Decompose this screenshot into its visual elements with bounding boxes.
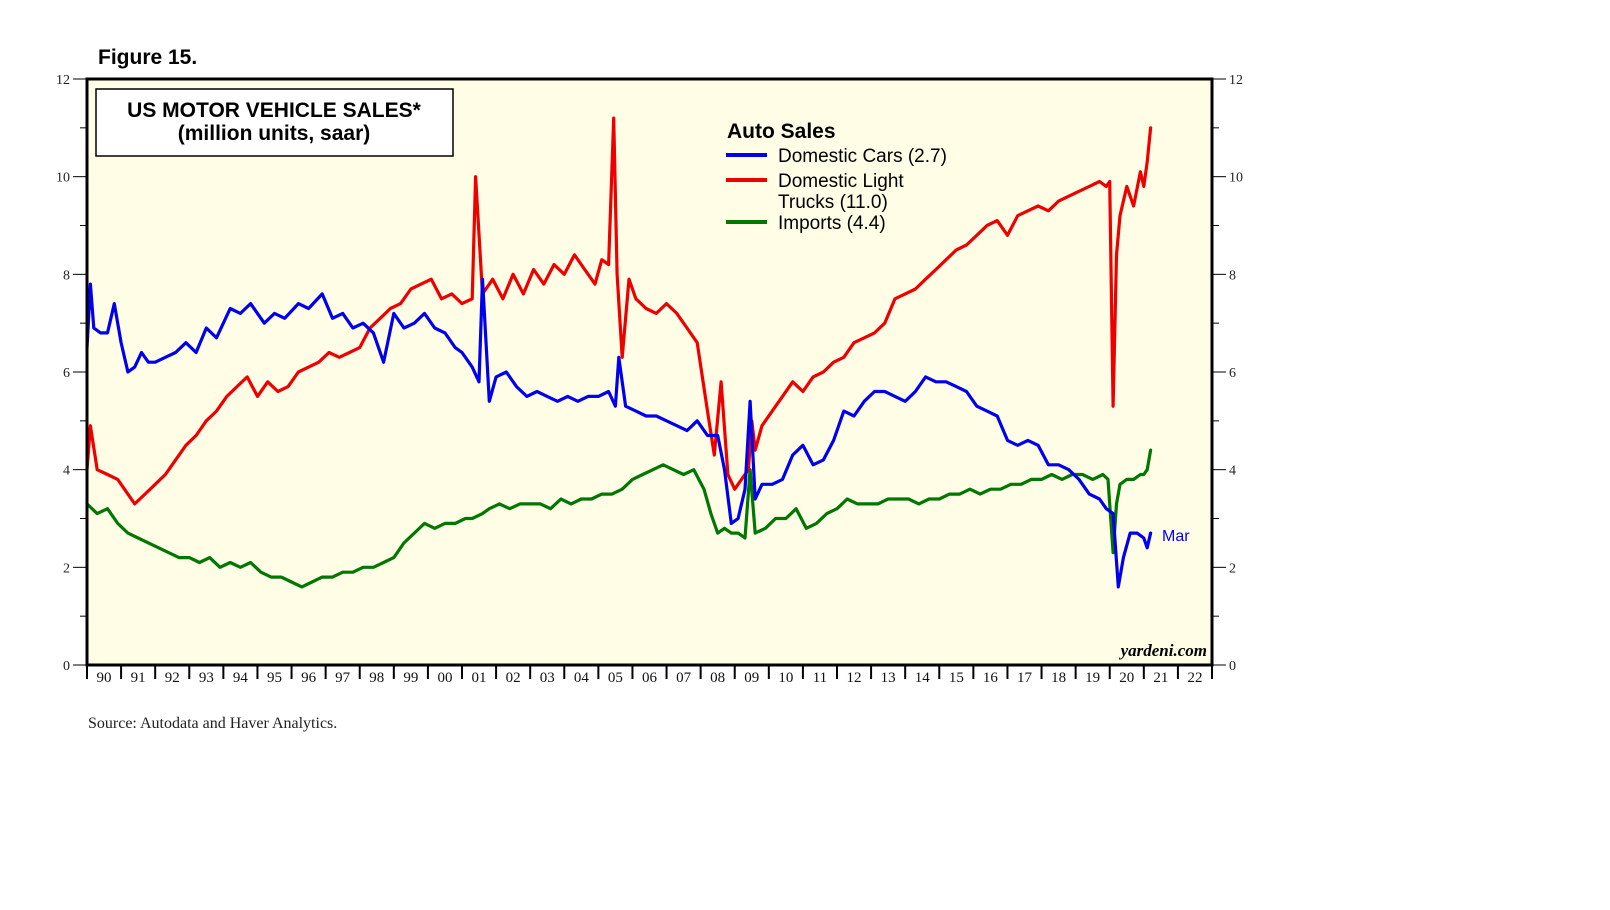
y-tick-label-left: 0 xyxy=(63,659,70,674)
series-layer xyxy=(85,116,1153,589)
y-tick-label-right: 4 xyxy=(1229,464,1236,479)
x-tick-label: 97 xyxy=(335,670,351,686)
x-tick-label: 10 xyxy=(778,670,793,686)
x-tick-label: 09 xyxy=(744,670,759,686)
x-tick-label: 95 xyxy=(267,670,282,686)
chart-subtitle: (million units, saar) xyxy=(178,122,371,145)
x-tick-label: 17 xyxy=(1017,670,1033,686)
x-tick-label: 14 xyxy=(915,670,931,686)
x-tick-label: 91 xyxy=(131,670,146,686)
x-tick-label: 05 xyxy=(608,670,623,686)
x-tick-label: 20 xyxy=(1119,670,1134,686)
x-tick-label: 04 xyxy=(574,670,590,686)
y-tick-label-right: 10 xyxy=(1229,171,1243,186)
x-tick-label: 11 xyxy=(813,670,827,686)
x-tick-label: 93 xyxy=(199,670,214,686)
y-tick-label-right: 8 xyxy=(1229,268,1236,283)
y-tick-label-left: 8 xyxy=(63,268,70,283)
watermark: yardeni.com xyxy=(1119,641,1207,660)
y-tick-label-right: 12 xyxy=(1229,73,1243,88)
x-tick-label: 01 xyxy=(472,670,487,686)
plot-area xyxy=(87,79,1212,665)
x-tick-label: 90 xyxy=(97,670,112,686)
x-tick-label: 92 xyxy=(165,670,180,686)
y-tick-label-left: 4 xyxy=(63,464,70,479)
y-tick-label-left: 12 xyxy=(56,73,70,88)
legend-label-domestic-cars: Domestic Cars (2.7) xyxy=(778,146,947,167)
legend-label-light-trucks-2: Trucks (11.0) xyxy=(778,192,888,213)
x-tick-label: 98 xyxy=(369,670,384,686)
end-annotation: Mar xyxy=(1162,528,1190,545)
source-note: Source: Autodata and Haver Analytics. xyxy=(88,715,337,732)
y-tick-label-right: 6 xyxy=(1229,366,1236,381)
chart-title: US MOTOR VEHICLE SALES* xyxy=(127,99,421,122)
right-axis: 0 2 4 6 8 10 12 xyxy=(1212,73,1243,674)
y-tick-label-left: 6 xyxy=(63,366,70,381)
series-line-domestic-light-trucks xyxy=(85,116,1153,506)
x-tick-label: 22 xyxy=(1187,670,1202,686)
plot-frame xyxy=(85,77,1214,667)
x-tick-label: 06 xyxy=(642,670,658,686)
x-axis: 90 91 92 93 94 95 96 97 98 99 00 01 02 03 04 05 06 07 08 09… xyxy=(86,665,1213,686)
legend-label-light-trucks: Domestic Light xyxy=(778,171,904,192)
y-tick-label-right: 0 xyxy=(1229,659,1236,674)
legend-title: Auto Sales xyxy=(727,120,836,143)
series-line-domestic-cars xyxy=(85,277,1153,589)
legend-label-imports: Imports (4.4) xyxy=(778,213,886,234)
x-tick-label: 07 xyxy=(676,670,692,686)
y-tick-label-right: 2 xyxy=(1229,561,1236,576)
left-axis: 0 2 4 6 8 10 12 xyxy=(56,73,87,674)
x-tick-label: 12 xyxy=(847,670,862,686)
x-tick-label: 08 xyxy=(710,670,725,686)
series-line-imports xyxy=(85,448,1153,589)
x-tick-label: 18 xyxy=(1051,670,1066,686)
x-tick-label: 19 xyxy=(1085,670,1100,686)
x-tick-label: 94 xyxy=(233,670,249,686)
x-tick-label: 16 xyxy=(983,670,999,686)
x-tick-label: 00 xyxy=(437,670,452,686)
x-tick-label: 99 xyxy=(403,670,418,686)
legend: Auto Sales Domestic Cars (2.7) Domestic … xyxy=(726,120,947,234)
x-tick-label: 96 xyxy=(301,670,317,686)
x-tick-label: 15 xyxy=(949,670,964,686)
x-tick-label: 13 xyxy=(881,670,896,686)
figure-label: Figure 15. xyxy=(98,46,197,69)
x-tick-label: 02 xyxy=(506,670,521,686)
y-tick-label-left: 2 xyxy=(63,561,70,576)
x-tick-label: 03 xyxy=(540,670,555,686)
x-tick-label: 21 xyxy=(1153,670,1168,686)
y-tick-label-left: 10 xyxy=(56,171,70,186)
chart-title-box: US MOTOR VEHICLE SALES* (million units, … xyxy=(95,88,454,157)
